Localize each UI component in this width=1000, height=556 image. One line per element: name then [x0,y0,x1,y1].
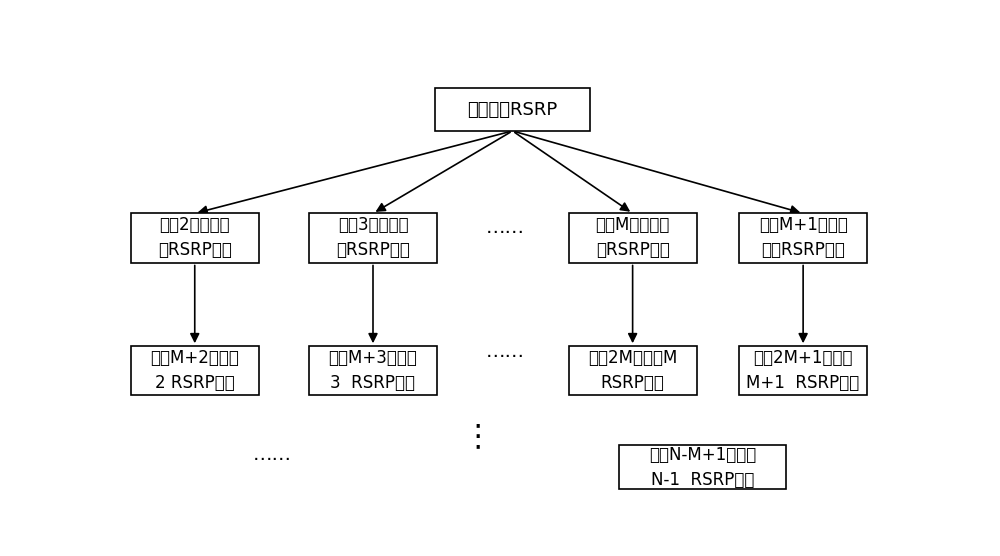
FancyBboxPatch shape [619,445,786,489]
Text: ……: …… [485,342,524,361]
Text: 波束M+2与波束
2 RSRP差值: 波束M+2与波束 2 RSRP差值 [150,349,239,392]
Text: 波束N-M+1与波束
N-1  RSRP差值: 波束N-M+1与波束 N-1 RSRP差值 [649,445,756,489]
Text: 参考波束RSRP: 参考波束RSRP [467,101,558,118]
Text: 波束M与参考波
束RSRP差值: 波束M与参考波 束RSRP差值 [595,216,670,260]
Text: ……: …… [253,445,292,464]
Text: 波束3与参考波
束RSRP差值: 波束3与参考波 束RSRP差值 [336,216,410,260]
FancyBboxPatch shape [131,346,259,395]
Text: 波束2M+1与波束
M+1  RSRP差值: 波束2M+1与波束 M+1 RSRP差值 [746,349,860,392]
FancyBboxPatch shape [739,214,867,262]
FancyBboxPatch shape [569,214,697,262]
Text: 波束2与参考波
束RSRP差值: 波束2与参考波 束RSRP差值 [158,216,232,260]
FancyBboxPatch shape [309,346,437,395]
Text: ⋮: ⋮ [462,423,493,451]
FancyBboxPatch shape [435,88,590,131]
FancyBboxPatch shape [131,214,259,262]
FancyBboxPatch shape [309,214,437,262]
Text: 波束2M与波束M
RSRP差值: 波束2M与波束M RSRP差值 [588,349,677,392]
FancyBboxPatch shape [569,346,697,395]
Text: ……: …… [485,218,524,237]
FancyBboxPatch shape [739,346,867,395]
Text: 波束M+1与参考
波束RSRP差值: 波束M+1与参考 波束RSRP差值 [759,216,848,260]
Text: 波束M+3与波束
3  RSRP差值: 波束M+3与波束 3 RSRP差值 [329,349,417,392]
